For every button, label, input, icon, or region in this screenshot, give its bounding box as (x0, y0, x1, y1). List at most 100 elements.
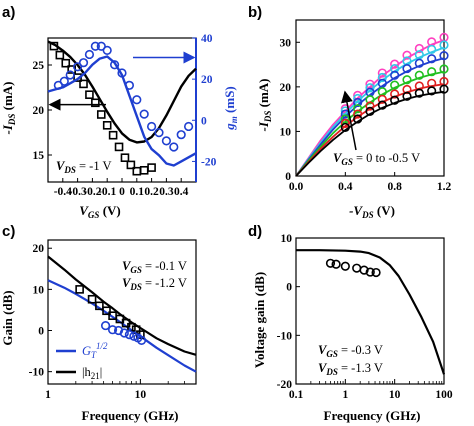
panel-b-xtick-label: 0.0 (289, 181, 304, 193)
panel-d-xtick-label: 0.1 (289, 389, 304, 401)
panel-a-series-3-point (117, 68, 127, 78)
panel-c-series-2-point (102, 306, 111, 316)
panel-a-xtick-label: -0.1 (98, 186, 116, 198)
panel-a-series-1-point (61, 58, 71, 68)
panel-a-label: a) (2, 4, 15, 21)
panel-a-series-1-point (139, 166, 149, 175)
panel-a-series-3-point (84, 49, 95, 60)
panel-c-legend-gt: GT1/2 (82, 341, 108, 360)
panel-b-plot: 0.0 0.4 0.8 1.2 0 10 20 30 (280, 19, 451, 193)
panel-c-series-3-point (100, 320, 111, 331)
panel-a-series-3-point (59, 76, 69, 86)
panel-a-series-3-point (53, 80, 63, 90)
panel-b-series-3-point (402, 75, 412, 85)
panel-b-series-3-point (340, 114, 350, 124)
panel-b-series-1-point (439, 40, 449, 50)
panel-c-series-0-line (47, 255, 197, 356)
panel-d-series-1-point (359, 265, 369, 275)
panel-b-series-1-point (365, 83, 375, 93)
panel-a-xtick-label: -0.3 (68, 186, 86, 198)
panel-d-ytick-label: 0 (286, 282, 292, 294)
panel-c-series-2-point (95, 301, 104, 311)
panel-d-series-1-point (340, 261, 350, 271)
panel-b-xtick-label: 0.8 (387, 181, 402, 193)
panel-a-series-3-point (102, 45, 112, 55)
panel-c-annotation-vgs: VGS = -0.1 V (122, 259, 187, 275)
panel-a-ytick-right-label: 0 (201, 115, 207, 127)
panel-c-series-3-point (124, 330, 134, 340)
panel-a-series-3-point (139, 109, 149, 119)
panel-d-ytick-label: -10 (277, 330, 293, 342)
panel-a-series-1-point (114, 142, 124, 152)
panel-b-series-2-point (402, 63, 412, 74)
panel-a-series-3-point (65, 70, 75, 80)
panel-a-series-3-point (90, 41, 100, 51)
panel-b-series-2-point (427, 54, 437, 64)
panel-a-plot: -0.4-0.3-0.2-0.1 0 0.1 0.2 0.3 0.4152025-2002… (33, 33, 217, 198)
panel-c-frame (47, 239, 197, 385)
panel-c-xtick-label: 10 (135, 389, 147, 401)
panel-a-xtick-label: 0.4 (174, 186, 189, 198)
panel-c-xlabel: Frequency (GHz) (82, 408, 179, 423)
panel-d-series-1-point (371, 267, 381, 278)
panel-c-series-2-point (87, 294, 97, 304)
panel-b-series-4-point (353, 109, 363, 119)
panel-d-annotation-vds: VDS = -1.3 V (318, 361, 383, 377)
panel-a-series-3-point (124, 80, 134, 90)
panel-b-series-3-point (365, 95, 375, 105)
panel-d-series-0-line (296, 249, 446, 375)
panel-b-series-1-point (353, 93, 363, 104)
panel-a-series-1-point (79, 79, 88, 89)
panel-c-ytick-label: 10 (33, 284, 45, 296)
panel-d-frame (295, 237, 445, 385)
panel-c-series-3-point (113, 325, 124, 336)
panel-b-xlabel: -VDS (V) (349, 203, 395, 220)
panel-c-series-3-point (107, 325, 118, 335)
panel-b-series-3-point (427, 67, 437, 77)
panel-c-series-3-point (119, 328, 129, 338)
panel-a-series-1-point (147, 163, 156, 172)
panel-a-ylabel-right: gm (mS) (222, 86, 239, 130)
panel-a-xtick-label: -0.4 (54, 186, 72, 198)
panel-a-series-1-point (108, 130, 118, 140)
panel-b-series-5-point (377, 100, 387, 110)
panel-b-annotation: VGS = 0 to -0.5 V (333, 151, 420, 167)
panel-b-series-4-point (377, 94, 387, 104)
panel-c-ytick-label: -10 (29, 367, 45, 379)
panel-a-xtick-label: 0 (119, 186, 125, 198)
panel-b-xtick-label: 0.4 (338, 181, 353, 193)
panel-a-series-3-point (78, 58, 89, 68)
panel-b-series-4-point (402, 84, 412, 95)
panel-a-series-1-point (96, 110, 106, 119)
panel-a-xtick-label: 0.2 (144, 186, 159, 198)
panel-d-label: d) (248, 223, 262, 240)
panel-b-series-5-point (439, 84, 449, 94)
panel-b-series-2-point (377, 78, 387, 88)
panel-a-ytick-right-label: 20 (201, 74, 213, 86)
panel-a-series-0-line (47, 40, 197, 144)
panel-a-xtick-label: 0.3 (159, 186, 174, 198)
panel-d: d) 0.1 1 10 100 -20 -10 0 10 VGS = -0.3 V VDS =… (248, 223, 453, 423)
panel-c-annotation-vds: VDS = -1.2 V (122, 276, 187, 292)
panel-a-series-1-point (120, 153, 130, 162)
panel-b-series-5-point (340, 122, 350, 133)
panel-d-series-1-point (331, 259, 341, 269)
panel-b-ylabel: -IDS (mA) (256, 78, 273, 131)
panel-c-ytick-label: 0 (38, 326, 44, 338)
panel-a-ylabel-left: -IDS (mA) (0, 81, 17, 134)
panel-c-ytick-label: 20 (33, 243, 45, 255)
panel-a-ytick-right-label: 40 (201, 33, 213, 45)
panel-b-series-1-point (427, 44, 437, 55)
panel-a-ytick-left-label: 20 (33, 105, 45, 117)
panel-a-series-3-point (147, 121, 157, 132)
panel-b-frame (295, 19, 445, 177)
panel-b-series-5-point (414, 88, 424, 98)
panel-a-ytick-left-label: 25 (33, 60, 45, 72)
panel-a-series-1-point (126, 160, 136, 170)
panel-b-series-2-point (353, 97, 363, 108)
panel-b-ytick-label: 0 (285, 171, 291, 183)
panel-b-series-1-point (377, 72, 387, 83)
panel-b-ytick-label: 10 (280, 126, 292, 138)
panel-d-series-1-point (352, 263, 362, 273)
